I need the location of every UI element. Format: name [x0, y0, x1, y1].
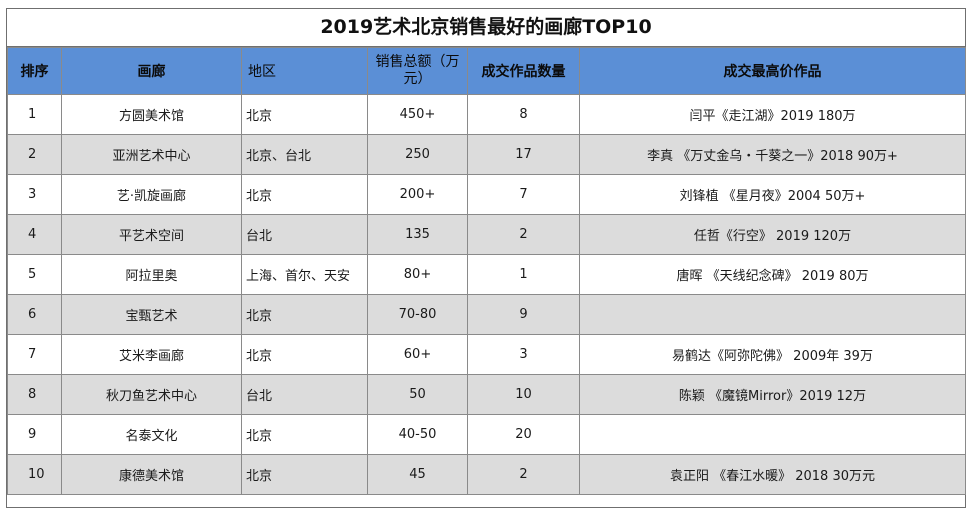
column-header-sales-label: 销售总额（万元）: [375, 54, 460, 87]
cell-region: 北京: [241, 454, 368, 495]
cell-count: 2: [467, 454, 580, 495]
column-header-region: 地区: [241, 47, 368, 95]
header-row: 排序 画廊 地区 销售总额（万元） 成交作品数量 成交最高价作品: [7, 47, 966, 95]
cell-gallery: 平艺术空间: [61, 214, 242, 255]
cell-count: 1: [467, 254, 580, 295]
cell-gallery: 康德美术馆: [61, 454, 242, 495]
table-row: 3 艺·凯旋画廊 北京 200+ 7 刘锋植 《星月夜》2004 50万+: [7, 174, 966, 215]
cell-gallery: 艾米李画廊: [61, 334, 242, 375]
cell-rank: 2: [7, 134, 62, 175]
cell-work: [579, 414, 966, 455]
cell-work: 任哲《行空》 2019 120万: [579, 214, 966, 255]
cell-sales: 60+: [367, 334, 468, 375]
cell-count: 10: [467, 374, 580, 415]
cell-sales: 80+: [367, 254, 468, 295]
cell-region: 北京: [241, 334, 368, 375]
table-row: 2 亚洲艺术中心 北京、台北 250 17 李真 《万丈金乌・千葵之一》2018…: [7, 134, 966, 175]
cell-count: 20: [467, 414, 580, 455]
cell-count: 7: [467, 174, 580, 215]
cell-region: 北京: [241, 414, 368, 455]
column-header-count: 成交作品数量: [467, 47, 580, 95]
cell-count: 3: [467, 334, 580, 375]
table-row: 10 康德美术馆 北京 45 2 袁正阳 《春江水暖》 2018 30万元: [7, 454, 966, 495]
cell-region: 上海、首尔、天安: [241, 254, 368, 295]
cell-region: 北京: [241, 174, 368, 215]
cell-region: 台北: [241, 214, 368, 255]
cell-sales: 250: [367, 134, 468, 175]
cell-rank: 3: [7, 174, 62, 215]
table-row: 4 平艺术空间 台北 135 2 任哲《行空》 2019 120万: [7, 214, 966, 255]
cell-sales: 45: [367, 454, 468, 495]
table-row: 7 艾米李画廊 北京 60+ 3 易鹤达《阿弥陀佛》 2009年 39万: [7, 334, 966, 375]
cell-work: 李真 《万丈金乌・千葵之一》2018 90万+: [579, 134, 966, 175]
cell-region: 台北: [241, 374, 368, 415]
cell-rank: 9: [7, 414, 62, 455]
cell-rank: 6: [7, 294, 62, 335]
cell-region: 北京、台北: [241, 134, 368, 175]
cell-work: 闫平《走江湖》2019 180万: [579, 94, 966, 135]
cell-count: 8: [467, 94, 580, 135]
column-header-work: 成交最高价作品: [579, 47, 966, 95]
table-row: 6 宝甄艺术 北京 70-80 9: [7, 294, 966, 335]
ranking-table-sheet: 2019艺术北京销售最好的画廊TOP10 排序 画廊 地区 销售总额（万元） 成…: [6, 8, 966, 508]
cell-gallery: 名泰文化: [61, 414, 242, 455]
cell-gallery: 宝甄艺术: [61, 294, 242, 335]
table-row: 8 秋刀鱼艺术中心 台北 50 10 陈颖 《魔镜Mirror》2019 12万: [7, 374, 966, 415]
cell-gallery: 艺·凯旋画廊: [61, 174, 242, 215]
cell-count: 9: [467, 294, 580, 335]
cell-work: 袁正阳 《春江水暖》 2018 30万元: [579, 454, 966, 495]
table-row: 5 阿拉里奥 上海、首尔、天安 80+ 1 唐晖 《天线纪念碑》 2019 80…: [7, 254, 966, 295]
cell-rank: 7: [7, 334, 62, 375]
cell-rank: 4: [7, 214, 62, 255]
cell-work: [579, 294, 966, 335]
cell-gallery: 亚洲艺术中心: [61, 134, 242, 175]
gallery-ranking-table: 排序 画廊 地区 销售总额（万元） 成交作品数量 成交最高价作品 1 方圆美术馆…: [7, 47, 966, 495]
cell-region: 北京: [241, 294, 368, 335]
cell-gallery: 阿拉里奥: [61, 254, 242, 295]
cell-work: 易鹤达《阿弥陀佛》 2009年 39万: [579, 334, 966, 375]
column-header-rank: 排序: [7, 47, 62, 95]
cell-rank: 1: [7, 94, 62, 135]
cell-sales: 200+: [367, 174, 468, 215]
table-title: 2019艺术北京销售最好的画廊TOP10: [7, 9, 965, 47]
cell-work: 陈颖 《魔镜Mirror》2019 12万: [579, 374, 966, 415]
cell-gallery: 方圆美术馆: [61, 94, 242, 135]
table-row: 1 方圆美术馆 北京 450+ 8 闫平《走江湖》2019 180万: [7, 94, 966, 135]
cell-sales: 135: [367, 214, 468, 255]
column-header-gallery: 画廊: [61, 47, 242, 95]
cell-rank: 10: [7, 454, 62, 495]
table-row: 9 名泰文化 北京 40-50 20: [7, 414, 966, 455]
cell-work: 唐晖 《天线纪念碑》 2019 80万: [579, 254, 966, 295]
column-header-sales: 销售总额（万元）: [367, 47, 468, 95]
cell-work: 刘锋植 《星月夜》2004 50万+: [579, 174, 966, 215]
cell-sales: 450+: [367, 94, 468, 135]
cell-sales: 40-50: [367, 414, 468, 455]
cell-count: 17: [467, 134, 580, 175]
cell-sales: 50: [367, 374, 468, 415]
cell-count: 2: [467, 214, 580, 255]
cell-sales: 70-80: [367, 294, 468, 335]
cell-rank: 8: [7, 374, 62, 415]
cell-rank: 5: [7, 254, 62, 295]
cell-gallery: 秋刀鱼艺术中心: [61, 374, 242, 415]
cell-region: 北京: [241, 94, 368, 135]
